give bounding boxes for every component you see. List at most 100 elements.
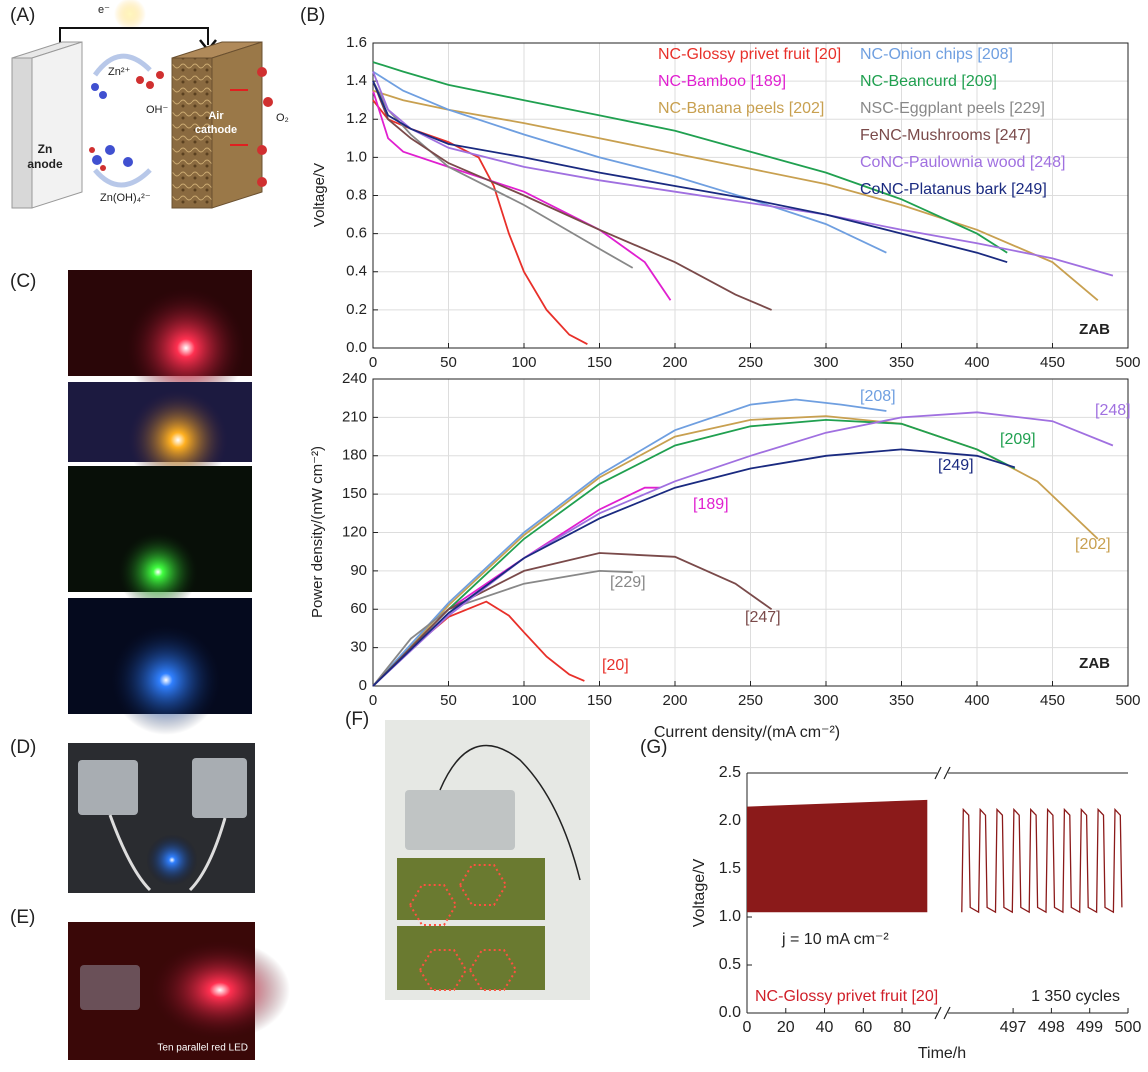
series-line (372, 80, 772, 311)
legend-entry: CoNC-Platanus bark [249] (860, 181, 1047, 198)
y-axis-title: Voltage/V (691, 858, 708, 927)
x-tick-label: 300 (813, 354, 838, 371)
series-line (961, 807, 1123, 914)
panel-label: (G) (640, 737, 667, 758)
series-line (372, 448, 1016, 687)
y-tick-label: 60 (350, 600, 367, 617)
y-tick-label: 150 (342, 485, 367, 502)
legend-entry: NC-Onion chips [208] (860, 46, 1013, 63)
series-line (372, 569, 633, 687)
y-tick-label: 240 (342, 370, 367, 387)
series-label: [208] (860, 388, 896, 405)
axis-break (934, 766, 951, 1020)
ion-label: OH⁻ (146, 104, 169, 116)
x-tick-label: 250 (738, 692, 763, 709)
x-axis-title: Current density/(mA cm⁻²) (654, 724, 840, 741)
series-line (372, 80, 1008, 264)
legend-entry: NC-Beancurd [209] (860, 73, 997, 90)
series-label: [209] (1000, 431, 1036, 448)
legend-entry: FeNC-Mushrooms [247] (860, 127, 1031, 144)
x-tick-label: 100 (511, 354, 536, 371)
x-tick-label: 350 (889, 692, 914, 709)
y-tick-label: 1.5 (719, 860, 741, 877)
x-tick-label: 80 (893, 1019, 911, 1036)
y-tick-label: 1.0 (346, 148, 367, 165)
annotation: ZAB (1079, 321, 1110, 338)
x-tick-label: 150 (587, 354, 612, 371)
panel-label: (E) (10, 907, 35, 928)
y-tick-label: 0 (359, 677, 367, 694)
series-line (372, 80, 634, 269)
series-label: [247] (745, 609, 781, 626)
ion-label: Zn(OH)₄²⁻ (100, 192, 151, 204)
y-tick-label: 0.4 (346, 263, 367, 280)
annotation: 1 350 cycles (1031, 988, 1120, 1005)
x-tick-label: 150 (587, 692, 612, 709)
ion-label: Zn²⁺ (108, 66, 131, 78)
y-axis-title: Power density/(mW cm⁻²) (309, 446, 326, 618)
x-tick-label: 500 (1115, 354, 1140, 371)
legend-entry: NC-Bamboo [189] (658, 73, 786, 90)
ion-label: O₂ (276, 112, 289, 124)
battery-diagram: e⁻ Zn anode Zn²⁺ OH⁻ Zn(OH)₄²⁻ Air catho… (11, 0, 289, 209)
x-tick-label: 60 (854, 1019, 872, 1036)
series-label: [249] (938, 457, 974, 474)
y-tick-label: 0.0 (719, 1004, 741, 1021)
plot-frame (372, 378, 1129, 687)
y-tick-label: 1.4 (346, 72, 367, 89)
y-tick-label: 30 (350, 639, 367, 656)
y-tick-label: 0.0 (346, 339, 367, 356)
axis-line (948, 772, 1128, 1014)
x-tick-label: 497 (1000, 1019, 1027, 1036)
series-line (372, 600, 585, 687)
y-tick-label: 1.0 (719, 908, 741, 925)
y-tick-label: 210 (342, 408, 367, 425)
cycling-band (747, 799, 928, 913)
x-tick-label: 50 (440, 692, 457, 709)
x-tick-label: 500 (1115, 1019, 1142, 1036)
annotation: j = 10 mA cm⁻² (781, 931, 889, 948)
y-tick-label: 1.6 (346, 34, 367, 51)
y-tick-label: 0.5 (719, 956, 741, 973)
photo-e: Ten parallel red LED (68, 922, 290, 1060)
series-line (372, 398, 887, 687)
x-tick-label: 498 (1038, 1019, 1065, 1036)
y-tick-label: 180 (342, 447, 367, 464)
photo-f (385, 720, 590, 1000)
y-tick-label: 0.8 (346, 186, 367, 203)
x-tick-label: 499 (1076, 1019, 1103, 1036)
series-label: [202] (1075, 536, 1111, 553)
plot-frame (372, 42, 1129, 349)
x-tick-label: 100 (511, 692, 536, 709)
annotation: NC-Glossy privet fruit [20] (755, 988, 938, 1005)
panel-label: (B) (300, 5, 325, 26)
series-label: [20] (602, 657, 629, 674)
legend-entry: NC-Glossy privet fruit [20] (658, 46, 841, 63)
series-label: [229] (610, 574, 646, 591)
y-axis-title: Voltage/V (311, 163, 328, 227)
x-tick-label: 450 (1040, 354, 1065, 371)
y-tick-label: 0.2 (346, 301, 367, 318)
y-tick-label: 2.0 (719, 812, 741, 829)
series-line (372, 89, 1099, 301)
y-tick-label: 1.2 (346, 110, 367, 127)
cathode-label: cathode (195, 124, 237, 136)
series-line (372, 70, 887, 254)
x-tick-label: 0 (743, 1019, 752, 1036)
series-label: [189] (693, 496, 729, 513)
electron-label: e⁻ (98, 4, 110, 16)
anode-label: Zn (38, 142, 53, 156)
x-tick-label: 20 (777, 1019, 795, 1036)
x-tick-label: 250 (738, 354, 763, 371)
series-line (372, 552, 773, 687)
series-line (372, 415, 1099, 687)
x-tick-label: 300 (813, 692, 838, 709)
x-tick-label: 50 (440, 354, 457, 371)
y-tick-label: 90 (350, 562, 367, 579)
x-tick-label: 200 (662, 692, 687, 709)
x-tick-label: 500 (1115, 692, 1140, 709)
x-tick-label: 450 (1040, 692, 1065, 709)
series-line (372, 61, 1008, 254)
annotation: ZAB (1079, 655, 1110, 672)
